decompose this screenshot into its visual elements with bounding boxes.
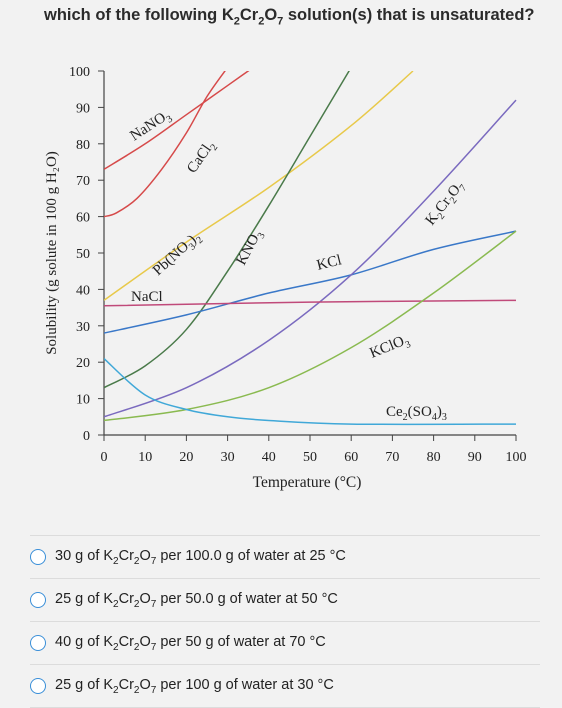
series-line-kno3: [104, 71, 350, 389]
radio-button[interactable]: [30, 549, 46, 565]
answer-option-label: 25 g of K2Cr2O7 per 100 g of water at 30…: [55, 677, 334, 696]
x-tick-label: 80: [427, 450, 441, 465]
answer-option-label: 25 g of K2Cr2O7 per 50.0 g of water at 5…: [55, 591, 338, 610]
series-line-nano3: [104, 71, 250, 170]
x-tick-label: 30: [221, 450, 235, 465]
y-axis-label: Solubility (g solute in 100 g H₂O): [44, 151, 60, 355]
option-formula: K2Cr2O7: [103, 547, 157, 567]
question-suffix: solution(s) that is unsaturated?: [283, 6, 535, 24]
answer-option-1[interactable]: 30 g of K2Cr2O7 per 100.0 g of water at …: [30, 535, 540, 579]
series-line-pb-no3-2: [104, 71, 414, 301]
option-text-post: per 50 g of water at 70 °C: [156, 633, 326, 650]
y-tick-label: 40: [76, 283, 90, 298]
radio-button[interactable]: [30, 635, 46, 651]
answer-option-label: 30 g of K2Cr2O7 per 100.0 g of water at …: [55, 548, 346, 567]
series-line-k2cr2o7: [104, 99, 517, 418]
option-formula: K2Cr2O7: [103, 676, 157, 696]
x-tick-label: 0: [101, 450, 108, 465]
x-tick-label: 90: [468, 450, 482, 465]
y-tick-label: 20: [76, 356, 90, 371]
option-text-pre: 25 g of: [55, 590, 104, 607]
answer-option-2[interactable]: 25 g of K2Cr2O7 per 50.0 g of water at 5…: [30, 579, 540, 622]
y-tick-label: 100: [69, 65, 90, 80]
y-tick-label: 50: [76, 247, 90, 262]
question-formula: K2Cr2O7: [221, 6, 284, 28]
option-text-pre: 25 g of: [55, 676, 104, 693]
y-tick-label: 60: [76, 211, 90, 226]
x-tick-label: 100: [506, 450, 527, 465]
answer-options: 30 g of K2Cr2O7 per 100.0 g of water at …: [30, 535, 540, 708]
series-line-nacl: [104, 299, 517, 307]
y-tick-label: 10: [76, 393, 90, 408]
series-label-kclo3: KClO3: [368, 332, 413, 365]
y-tick-label: 70: [76, 174, 90, 189]
x-tick-label: 20: [179, 450, 193, 465]
question-text: which of the following K2Cr2O7 solution(…: [44, 2, 544, 34]
series-label-k2cr2o7: K2Cr2O7: [423, 178, 470, 230]
radio-button[interactable]: [30, 678, 46, 694]
series-label-kcl: KCl: [315, 252, 343, 274]
radio-button[interactable]: [30, 592, 46, 608]
series-line-ce2-so4-3: [104, 357, 517, 426]
option-text-pre: 30 g of: [55, 547, 104, 564]
answer-option-3[interactable]: 40 g of K2Cr2O7 per 50 g of water at 70 …: [30, 622, 540, 665]
series-group: [104, 71, 517, 426]
option-formula: K2Cr2O7: [103, 633, 157, 653]
option-text-pre: 40 g of: [55, 633, 104, 650]
x-axis-label: Temperature (°C): [253, 474, 362, 491]
y-tick-label: 80: [76, 138, 90, 153]
option-formula: K2Cr2O7: [103, 590, 157, 610]
series-label-kno3: KNO3: [233, 227, 267, 269]
series-label-pb-no3-2: Pb(NO3)2: [150, 229, 205, 282]
y-tick-label: 30: [76, 320, 90, 335]
x-tick-label: 10: [138, 450, 152, 465]
series-label-nacl: NaCl: [131, 289, 163, 305]
x-tick-label: 40: [262, 450, 276, 465]
series-line-cacl2: [104, 71, 226, 218]
solubility-chart: 0 10 20 30 40 50 60 70 80 90 100 0 10 20 30 40 50 60 70 80 9…: [0, 56, 562, 506]
solubility-chart-svg: 0 10 20 30 40 50 60 70 80 90 100 0 10 20 30 40 50 60 70 80 9…: [44, 65, 527, 491]
series-line-kclo3: [104, 230, 517, 422]
answer-option-4[interactable]: 25 g of K2Cr2O7 per 100 g of water at 30…: [30, 665, 540, 708]
series-line-kcl: [104, 230, 517, 334]
series-label-cacl2: CaCl2: [184, 138, 220, 178]
option-text-post: per 100.0 g of water at 25 °C: [156, 547, 346, 564]
x-tick-label: 70: [385, 450, 399, 465]
answer-option-label: 40 g of K2Cr2O7 per 50 g of water at 70 …: [55, 634, 326, 653]
option-text-post: per 100 g of water at 30 °C: [156, 676, 334, 693]
series-label-ce2-so4-3: Ce2(SO4)3: [386, 404, 447, 423]
series-label-nano3: NaNO3: [127, 107, 174, 147]
x-tick-label: 60: [344, 450, 358, 465]
x-tick-label: 50: [303, 450, 317, 465]
y-tick-label: 90: [76, 101, 90, 116]
question-prefix: which of the following: [44, 6, 222, 24]
option-text-post: per 50.0 g of water at 50 °C: [156, 590, 338, 607]
y-tick-label: 0: [83, 429, 90, 444]
